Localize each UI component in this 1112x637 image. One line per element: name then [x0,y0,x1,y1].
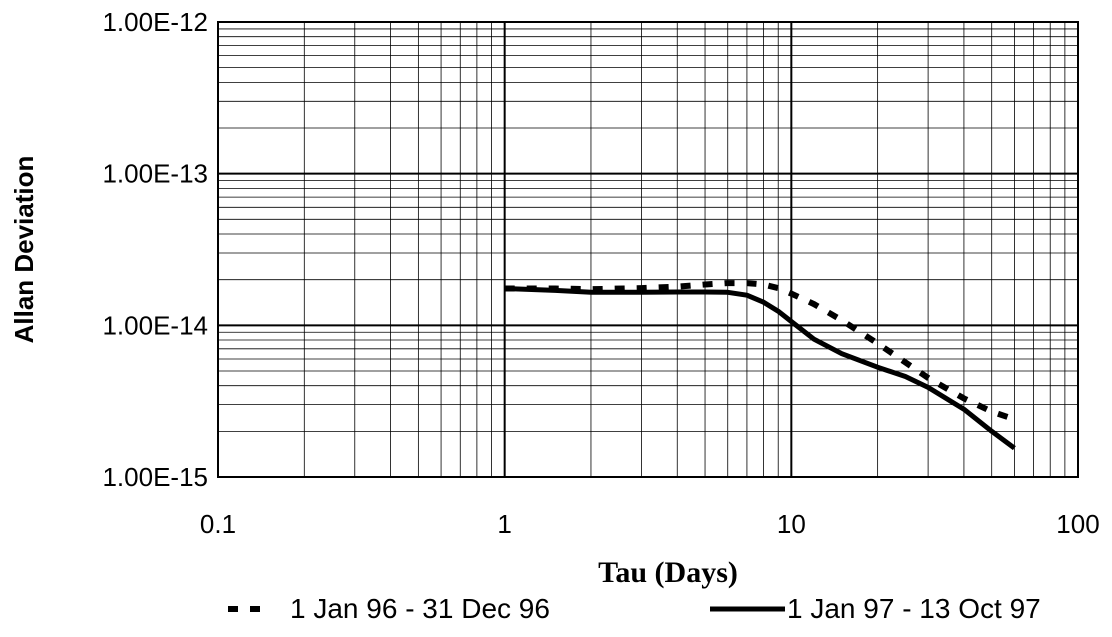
legend: 1 Jan 96 - 31 Dec 96 1 Jan 97 - 13 Oct 9… [228,593,1041,624]
y-axis-title: Allan Deviation [9,156,39,344]
legend-label-1996: 1 Jan 96 - 31 Dec 96 [290,593,550,624]
y-tick-label: 1.00E-15 [102,462,208,492]
x-tick-label: 100 [1056,509,1099,539]
legend-label-1997: 1 Jan 97 - 13 Oct 97 [787,593,1041,624]
series-line-1996 [504,280,1016,423]
plot-frame [217,21,1079,478]
y-tick-label: 1.00E-14 [102,310,208,340]
x-tick-labels: 0.1 1 10 100 [200,509,1100,539]
grid [217,22,1078,478]
x-axis-title: Tau (Days) [598,556,738,589]
y-tick-label: 1.00E-12 [102,7,208,37]
x-tick-label: 0.1 [200,509,236,539]
y-tick-labels: 1.00E-15 1.00E-14 1.00E-13 1.00E-12 [102,7,208,492]
series-line-1997 [504,286,1016,451]
x-tick-label: 10 [777,509,806,539]
series-layer [504,280,1016,451]
x-tick-label: 1 [497,509,511,539]
y-tick-label: 1.00E-13 [102,159,208,189]
